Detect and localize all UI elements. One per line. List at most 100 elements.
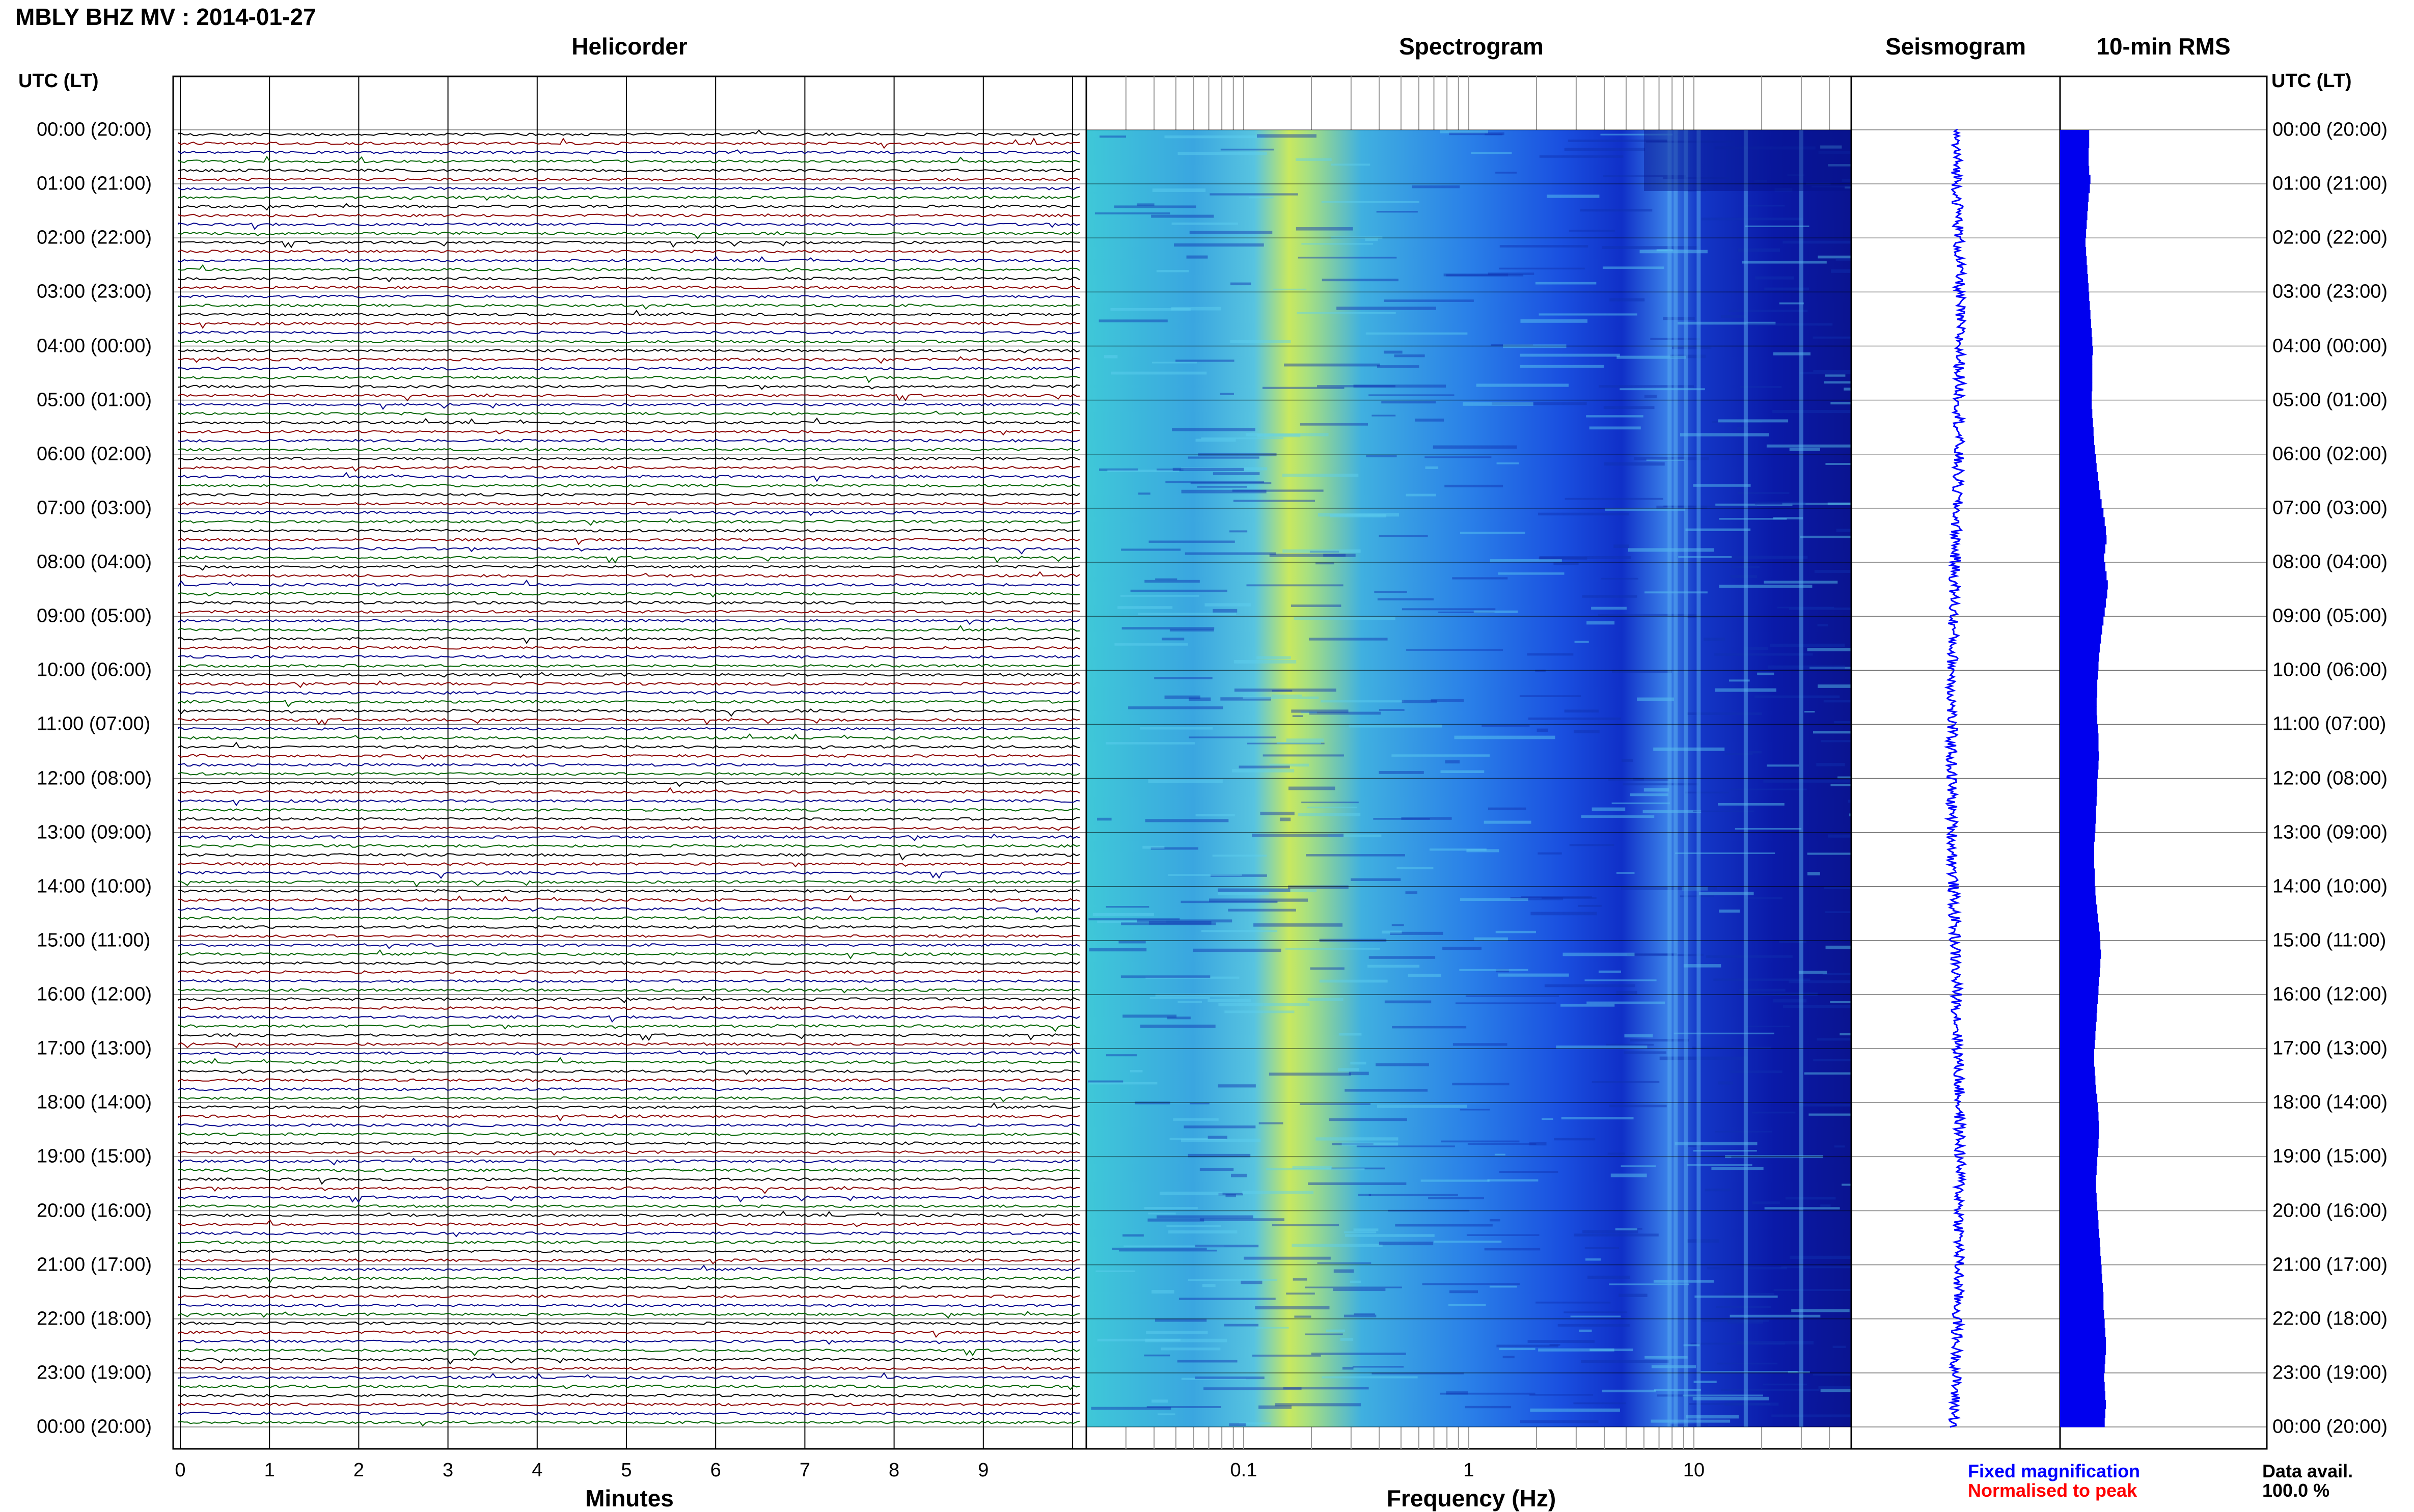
helicorder-trace [178,1285,1080,1289]
spectrogram-streak [1287,885,1349,889]
spectrogram-streak [1460,1109,1490,1111]
spectrogram-streak [1354,1313,1375,1315]
spectrogram-streak [1496,969,1509,973]
helicorder-trace [178,348,1080,353]
rms-bar [2060,1157,2098,1166]
spectrogram-streak [1283,1387,1369,1390]
time-label-right: 05:00 (01:00) [2272,389,2388,411]
helicorder-trace [178,447,1080,452]
spectrogram-streak [1817,624,1828,626]
spectrogram-streak [1693,810,1754,812]
spectrogram-streak [1639,250,1708,254]
time-label-left: 17:00 (13:00) [37,1037,152,1059]
rms-bar [2060,1328,2105,1337]
helicorder-trace [178,691,1080,695]
data-avail-label: Data avail. [2262,1461,2353,1481]
helicorder-trace [178,610,1080,614]
spectrogram-streak [1257,433,1301,437]
spectrogram-streak [1799,1104,1851,1107]
spectrogram-streak [1823,700,1851,703]
helicorder-trace [178,1321,1080,1326]
spectrogram-streak [1844,186,1851,189]
rms-bar [2060,427,2094,436]
spectrogram-streak [1144,580,1200,583]
spectrogram-streak [1394,354,1425,358]
spectrogram-streak [1538,512,1630,516]
spectrogram-streak [1231,769,1295,773]
spectrogram-streak [1210,193,1298,196]
spectrogram-streak [1712,421,1762,423]
rms-bar [2060,589,2107,599]
spectrogram-streak [1611,802,1670,805]
spectrogram-streak [1097,1338,1181,1341]
rms-bar [2060,337,2093,346]
rms-bar [2060,454,2096,463]
helicorder-trace [178,895,1080,902]
spectrogram-streak [1285,948,1380,950]
spectrogram-streak [1620,388,1705,391]
helicorder-trace [178,1219,1080,1227]
spectrogram-streak [1243,696,1319,699]
spectrogram-streak [1291,709,1349,713]
rms-bar [2060,832,2095,842]
spectrogram-streak [1246,433,1329,436]
helicorder-trace [178,537,1080,545]
spectrogram-streak [1487,1179,1539,1181]
helicorder-trace [178,799,1080,807]
spectrogram-streak [1213,609,1238,613]
spectrogram-streak [1460,898,1528,901]
spectrogram-streak [1379,1242,1434,1246]
spectrogram-streak [1746,1025,1790,1027]
spectrogram-streak [1842,1184,1851,1186]
spectrogram-streak [1520,1420,1599,1423]
spectrogram-streak [1582,1230,1638,1233]
frequency-tick-label: 1 [1463,1460,1474,1481]
spectrogram-streak [1539,313,1637,316]
helicorder-trace [178,817,1080,821]
spectrogram-streak [1729,310,1808,312]
helicorder-trace [178,880,1080,888]
spectrogram-streak [1381,401,1436,404]
helicorder-trace [178,510,1080,516]
spectrogram-streak [1395,1224,1493,1227]
spectrogram-streak [1730,1070,1782,1074]
spectrogram-streak [1121,548,1181,551]
legend-fixed-magnification: Fixed magnification [1968,1461,2141,1481]
spectrogram-streak [1653,747,1725,751]
spectrogram-streak [1782,240,1851,244]
spectrogram-streak [1146,1331,1208,1334]
spectrogram-streak [1194,1376,1265,1380]
spectrogram-streak [1173,243,1264,247]
spectrogram-streak [1657,1394,1732,1397]
time-label-left: 00:00 (20:00) [37,119,152,141]
spectrogram-streak [1608,779,1669,781]
spectrogram-streak [1605,508,1686,511]
spectrogram-streak [1568,140,1667,142]
spectrogram-streak [1382,930,1402,934]
rms-bar [2060,238,2086,248]
helicorder-trace [178,870,1080,879]
helicorder-trace [178,331,1080,335]
helicorder-trace [178,727,1080,731]
spectrogram-streak [1499,267,1585,270]
time-label-left: 07:00 (03:00) [37,497,152,519]
spectrogram-streak [1145,1338,1227,1342]
spectrogram-streak [1570,1315,1621,1317]
spectrogram-streak [1719,585,1813,588]
spectrogram-streak [1099,319,1168,322]
spectrogram-streak [1538,852,1562,855]
spectrogram-streak [1693,1150,1757,1152]
helicorder-trace [178,833,1080,841]
minute-tick-label: 2 [353,1460,364,1481]
spectrogram-streak [1807,872,1820,875]
rms-bar [2060,598,2106,608]
spectrogram-streak [1622,1228,1642,1230]
rms-bar [2060,526,2106,536]
spectrogram-streak [1730,1314,1821,1317]
spectrogram-streak [1789,607,1851,610]
spectrogram-streak [1275,1403,1361,1407]
helicorder-trace [178,484,1080,488]
spectrogram-streak [1402,608,1496,611]
rms-bar [2060,219,2087,230]
rms-bar [2060,679,2098,689]
